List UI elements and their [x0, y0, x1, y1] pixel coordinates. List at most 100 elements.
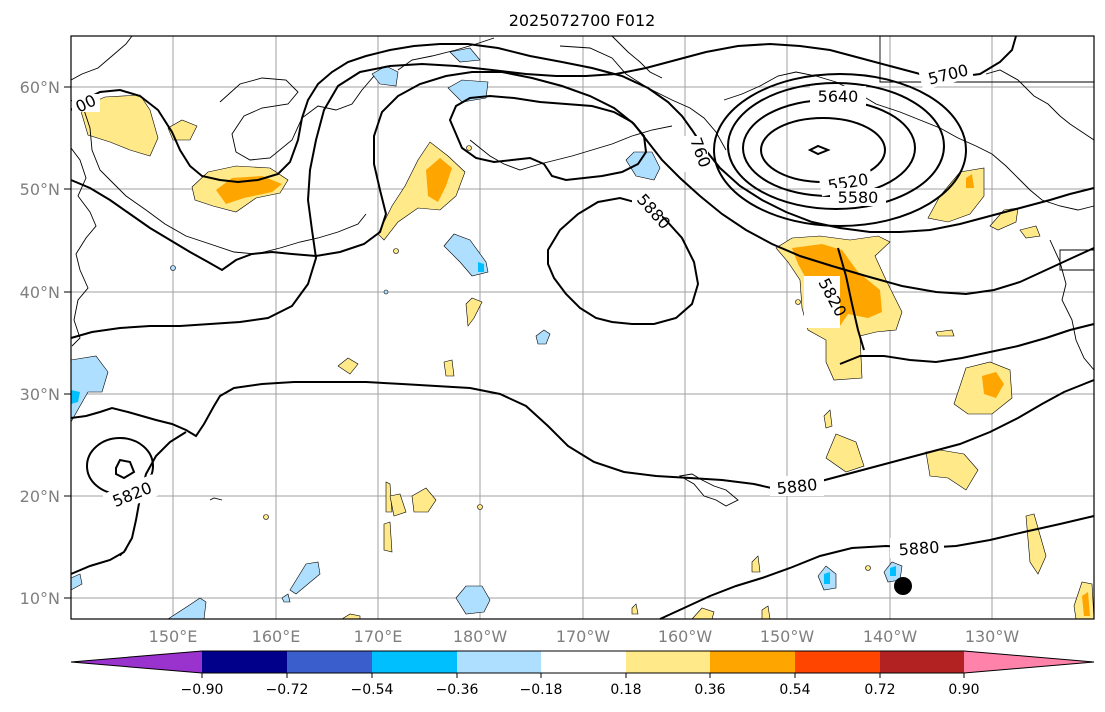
colorbar-segment: [287, 651, 372, 673]
shade-patch: [337, 357, 359, 375]
colorbar-segment: [964, 651, 1094, 673]
lon-label: 160°E: [252, 627, 301, 646]
contour-line: [659, 515, 1095, 620]
shade-patch: [281, 593, 291, 603]
lon-label: 150°E: [149, 627, 198, 646]
contour-line: [70, 431, 187, 575]
contour-label: 5880: [776, 475, 818, 498]
colorbar-segment: [372, 651, 457, 673]
lat-label: 60°N: [20, 78, 60, 97]
contour-line: [70, 379, 1095, 492]
shade-patch: [865, 565, 871, 571]
tick-marks: [64, 86, 71, 599]
shade-patch: [385, 481, 393, 513]
colorbar: −0.90 −0.72 −0.54 −0.36 −0.18 0.18 0.36 …: [70, 650, 1095, 698]
lat-label: 10°N: [20, 589, 60, 608]
lat-label: 50°N: [20, 180, 60, 199]
lon-label: 180°W: [453, 627, 508, 646]
lat-label: 40°N: [20, 283, 60, 302]
colorbar-tick-label: 0.18: [610, 682, 641, 698]
shade-patch: [925, 449, 979, 491]
colorbar-tick-label: 0.54: [779, 682, 810, 698]
map-panel: 5700 5640 760 5520 5580 5880 5820 5880 5…: [70, 35, 1095, 620]
contour-line: [70, 43, 1095, 233]
shade-patch: [1025, 513, 1047, 575]
lon-label: 160°W: [658, 627, 713, 646]
shaded-anomaly-field: [70, 47, 1095, 620]
shade-patch: [449, 47, 481, 63]
shade-patch: [455, 585, 491, 615]
colorbar-tick-label: −0.72: [266, 682, 309, 698]
colorbar-tick-label: −0.18: [520, 682, 563, 698]
contour-line: [547, 196, 700, 325]
shade-patch: [982, 372, 1004, 398]
colorbar-segment: [457, 651, 541, 673]
shade-patch: [167, 119, 198, 141]
shade-patch: [411, 487, 437, 513]
shade-patch: [443, 359, 455, 377]
shade-patch: [383, 521, 393, 553]
colorbar-segment: [710, 651, 795, 673]
shade-patch: [825, 433, 865, 473]
shade-patch: [1082, 592, 1090, 616]
shade-patch: [389, 493, 407, 517]
shade-patch: [751, 555, 761, 573]
shade-patch: [535, 329, 551, 345]
contour-line: [807, 144, 831, 156]
lon-label: 170°E: [354, 627, 403, 646]
shade-patch: [466, 145, 472, 151]
longitude-labels: 150°E 160°E 170°E 180°W 170°W 160°W 150°…: [149, 627, 1020, 646]
contour-line: [115, 458, 136, 480]
colorbar-segment: [795, 651, 880, 673]
contour-line: [713, 73, 967, 227]
graticule: [71, 36, 1094, 619]
contour-line: [448, 94, 648, 182]
colorbar-tick-label: −0.90: [181, 682, 224, 698]
shade-patch: [383, 289, 389, 295]
shade-patch: [823, 409, 833, 429]
map-frame: [70, 35, 1095, 620]
location-marker: [894, 577, 912, 595]
shade-patch: [625, 151, 661, 181]
shade-patch: [216, 176, 282, 204]
shade-patch: [465, 297, 483, 327]
shade-patch: [631, 603, 639, 615]
contour-label: 5880: [898, 538, 940, 560]
colorbar-segment: [626, 651, 710, 673]
coastlines: [70, 35, 1095, 557]
shade-patch: [1019, 225, 1041, 239]
contour-line: [727, 82, 945, 210]
colorbar-segment: [880, 651, 964, 673]
colorbar-segment: [202, 651, 287, 673]
shade-patch: [170, 265, 176, 271]
map-title: 2025072700 F012: [509, 11, 656, 30]
colorbar-segment: [541, 651, 626, 673]
contour-line: [837, 247, 865, 351]
shade-patch: [393, 248, 399, 254]
shade-patch: [70, 355, 109, 424]
contour-line: [839, 323, 1095, 365]
shade-patch: [824, 572, 830, 584]
lon-label: 150°W: [760, 627, 815, 646]
latitude-labels: 60°N 50°N 40°N 30°N 20°N 10°N: [20, 78, 60, 608]
shade-patch: [263, 514, 269, 520]
lon-label: 170°W: [556, 627, 611, 646]
lon-label: 140°W: [863, 627, 918, 646]
colorbar-tick-label: 0.36: [694, 682, 725, 698]
shade-patch: [477, 504, 483, 510]
shade-patch: [966, 174, 974, 188]
lon-label: 130°W: [965, 627, 1020, 646]
contour-line: [70, 35, 1017, 339]
shade-patch: [443, 233, 489, 277]
shade-patch: [478, 262, 484, 272]
shade-patch: [289, 561, 321, 595]
lat-label: 20°N: [20, 487, 60, 506]
shade-patch: [426, 158, 452, 202]
colorbar-segment: [71, 651, 202, 673]
colorbar-tick-label: −0.54: [351, 682, 394, 698]
colorbar-tick-label: 0.72: [864, 682, 895, 698]
contour-label: 5640: [818, 87, 859, 106]
shade-patch: [795, 299, 801, 305]
lat-label: 30°N: [20, 385, 60, 404]
